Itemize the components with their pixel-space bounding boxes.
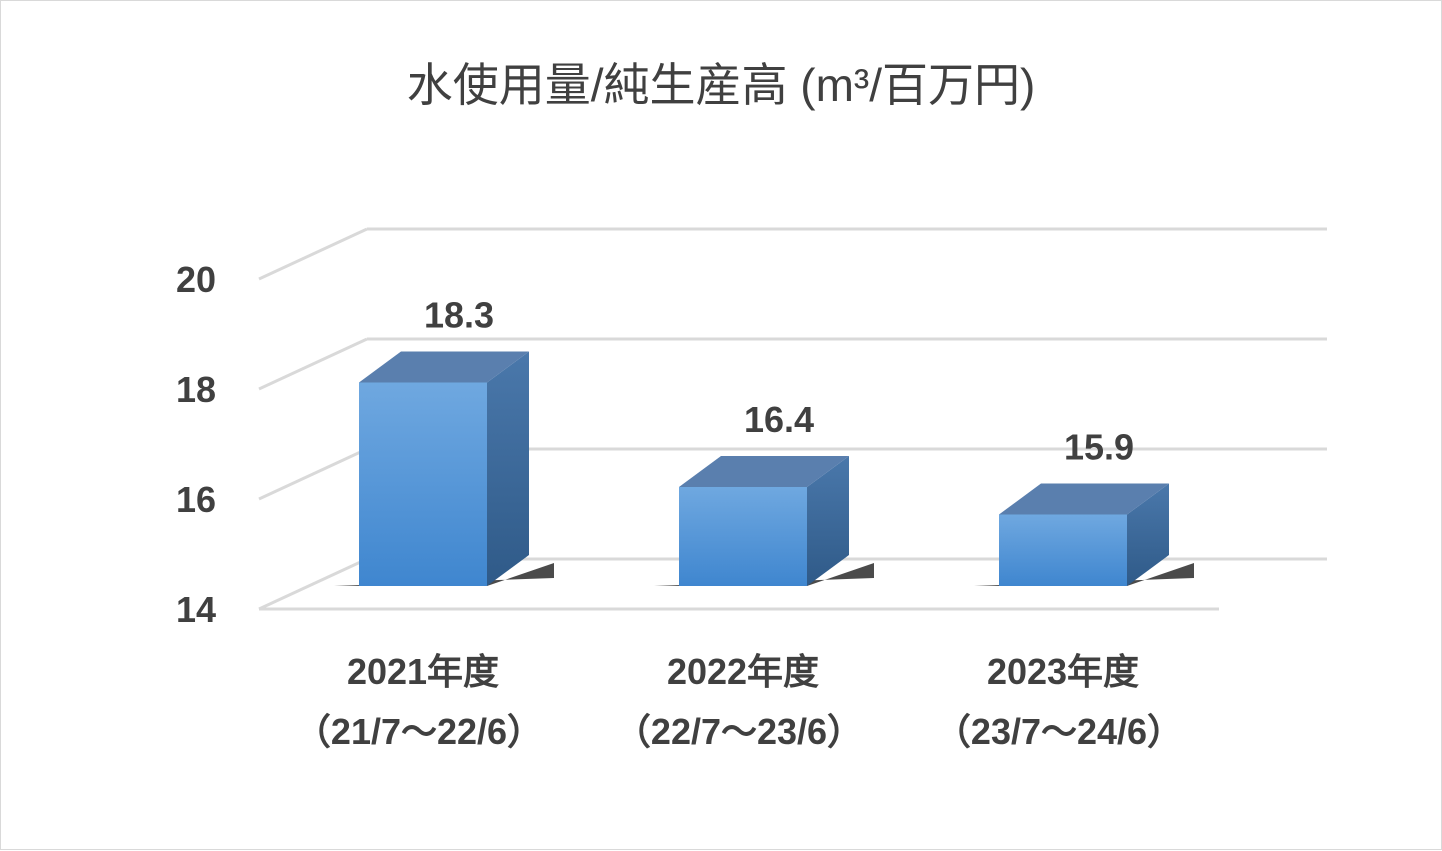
bar-layer: [334, 351, 1194, 586]
gridline-diagonal: [258, 227, 368, 281]
x-category-label: 2021年度: [347, 651, 499, 692]
data-labels: 18.3 16.4 15.9: [424, 295, 1134, 468]
bar-top: [679, 456, 849, 487]
bar-side: [807, 456, 849, 586]
bar-shadow: [974, 563, 1194, 586]
gridline-diagonal: [258, 337, 368, 391]
bar-shadow: [654, 563, 874, 586]
chart-title: 水使用量/純生産高 (m³/百万円): [407, 59, 1036, 111]
data-label: 16.4: [744, 399, 814, 440]
bar-top: [999, 483, 1169, 515]
x-axis-categories: 2021年度 （21/7～22/6） 2022年度 （22/7～23/6） 2023年度…: [295, 651, 1183, 752]
x-category-sublabel: （21/7～22/6）: [295, 711, 543, 752]
bar-shadow: [334, 563, 554, 586]
y-tick-label: 20: [176, 259, 216, 300]
bar-side: [1127, 483, 1169, 586]
bar: [679, 487, 807, 586]
data-label: 15.9: [1064, 427, 1134, 468]
y-tick-label: 16: [176, 479, 216, 520]
gridline-diagonal: [258, 557, 368, 611]
bar-top: [359, 351, 529, 383]
x-category-sublabel: （23/7～24/6）: [935, 711, 1183, 752]
y-axis-ticks: 14 16 18 20: [176, 259, 216, 630]
gridline-diagonal: [258, 447, 368, 501]
x-category-sublabel: （22/7～23/6）: [615, 711, 863, 752]
data-label: 18.3: [424, 295, 494, 336]
x-category-label: 2022年度: [667, 651, 819, 692]
bar-side: [487, 351, 529, 586]
bar: [999, 514, 1127, 586]
y-tick-label: 14: [176, 589, 216, 630]
x-category-label: 2023年度: [987, 651, 1139, 692]
y-tick-label: 18: [176, 369, 216, 410]
bar: [359, 382, 487, 586]
